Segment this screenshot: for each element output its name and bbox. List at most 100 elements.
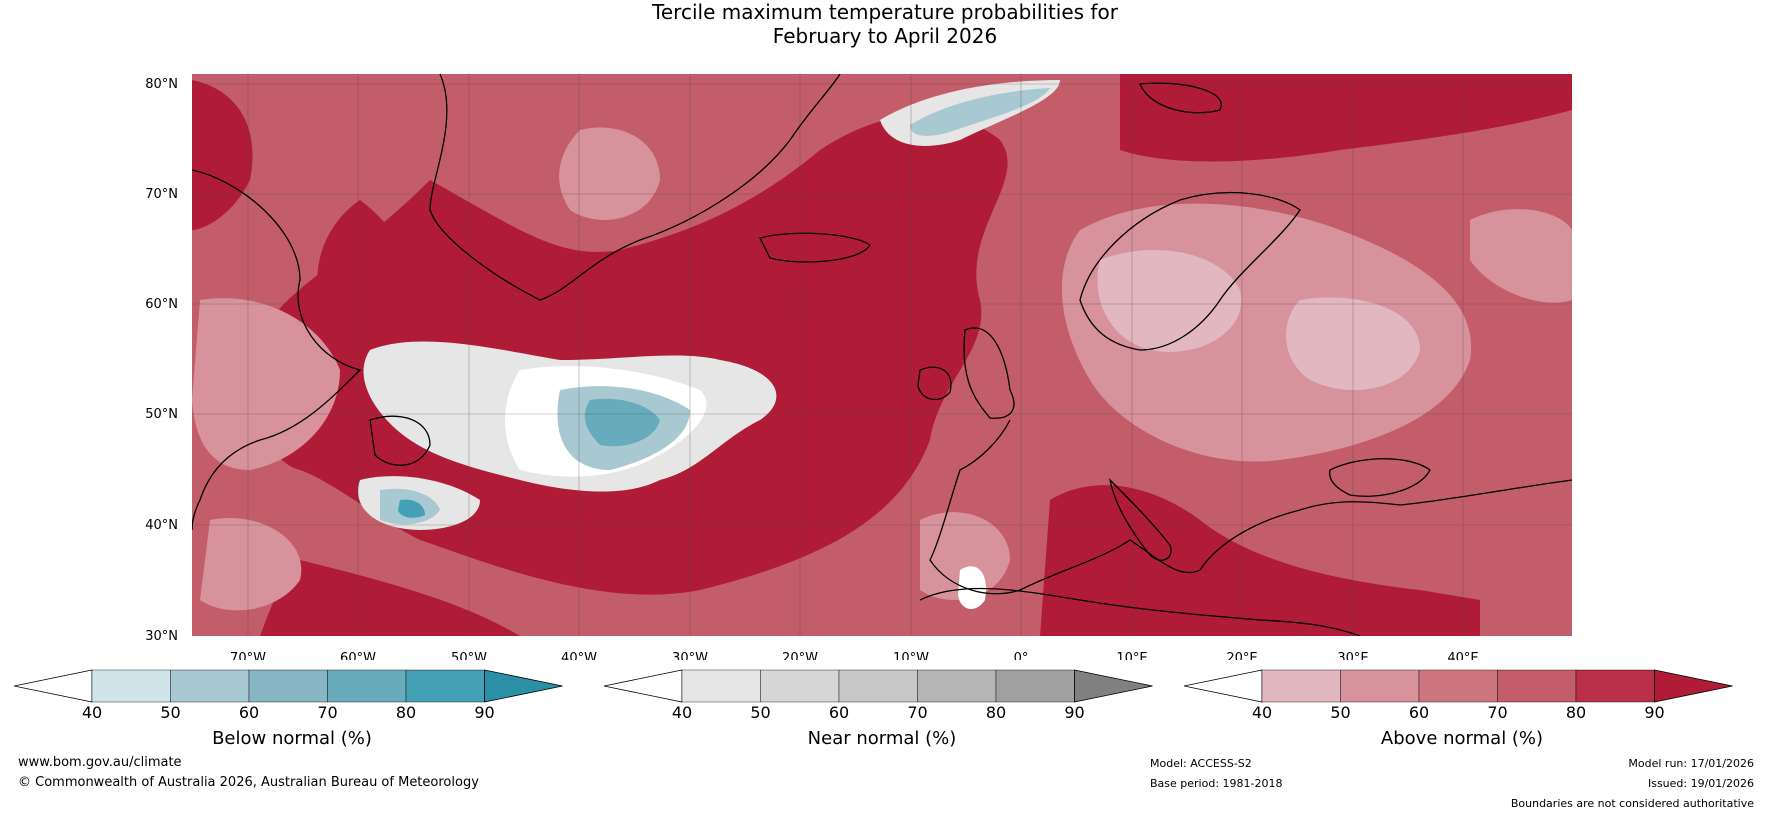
colorbar-near-title: Near normal (%) xyxy=(807,728,957,749)
colorbar-segment xyxy=(1340,669,1420,703)
title-line-2: February to April 2026 xyxy=(772,24,998,48)
colorbar-segment xyxy=(91,669,171,703)
colorbar-tick-label: 60 xyxy=(829,703,849,722)
website-link[interactable]: www.bom.gov.au/climate xyxy=(18,755,182,770)
lon-label: 20°E xyxy=(1226,651,1257,660)
below-normal-region xyxy=(584,398,660,447)
pink-region xyxy=(1470,209,1572,303)
below-normal-region xyxy=(910,88,1050,136)
colorbar-tick-label: 80 xyxy=(986,703,1006,722)
colorbar-segment xyxy=(1575,669,1655,703)
colorbar-segment xyxy=(1497,669,1577,703)
model-text: Model: ACCESS-S2 xyxy=(1150,757,1252,770)
north-america-coast xyxy=(192,169,362,531)
lon-label: 30°W xyxy=(672,651,708,660)
colorbar-segment xyxy=(760,669,840,703)
colorbar-tick-label: 60 xyxy=(239,703,259,722)
ireland-coast xyxy=(917,366,952,401)
model-run-text: Model run: 17/01/2026 xyxy=(1628,757,1754,770)
dark-red-region xyxy=(317,200,413,335)
base-period-text: Base period: 1981-2018 xyxy=(1150,777,1283,790)
lat-label: 40°N xyxy=(145,518,178,533)
colorbar-tick-label: 70 xyxy=(1487,703,1507,722)
pink-region xyxy=(192,298,340,470)
greenland-coast xyxy=(429,74,841,301)
lon-label: 40°E xyxy=(1447,651,1478,660)
title-line-1: Tercile maximum temperature probabilitie… xyxy=(652,0,1118,24)
europe-coast xyxy=(929,419,1572,595)
africa-coast xyxy=(919,587,1361,636)
white-region xyxy=(958,566,986,610)
lon-label: 40°W xyxy=(561,651,597,660)
colorbar-extend-low xyxy=(14,669,93,703)
colorbar-segment xyxy=(1418,669,1498,703)
colorbar-segment xyxy=(248,669,328,703)
lon-label: 10°W xyxy=(893,651,929,660)
pink-region xyxy=(559,127,660,220)
newfoundland-coast xyxy=(369,415,431,466)
colorbar-tick-label: 50 xyxy=(1330,703,1350,722)
dark-red-region xyxy=(192,80,253,230)
light-pink-region xyxy=(1097,250,1242,352)
lon-label: 10°E xyxy=(1116,651,1147,660)
colorbar-near-normal: 40 50 60 70 80 90 xyxy=(604,669,1153,722)
colorbar-segment xyxy=(917,669,997,703)
colorbar-tick-label: 70 xyxy=(317,703,337,722)
colorbar-tick-label: 90 xyxy=(474,703,494,722)
copyright-text: © Commonwealth of Australia 2026, Austra… xyxy=(18,775,479,790)
iceland-coast xyxy=(759,232,871,263)
lat-label: 70°N xyxy=(145,187,178,202)
lon-label: 0° xyxy=(1014,651,1029,660)
colorbar-extend-high xyxy=(1074,669,1153,703)
pink-region xyxy=(920,512,1010,600)
svalbard-coast xyxy=(1139,82,1222,114)
colorbar-extend-low xyxy=(604,669,683,703)
colorbar-extend-high xyxy=(484,669,563,703)
colorbar-above-normal: 40 50 60 70 80 90 xyxy=(1184,669,1733,722)
lon-label: 60°W xyxy=(340,651,376,660)
probability-map: 80°N 70°N 60°N 50°N 40°N 30°N 70°W 60°W … xyxy=(145,74,1572,660)
colorbar-tick-label: 60 xyxy=(1409,703,1429,722)
colorbar-segment xyxy=(995,669,1075,703)
lon-label: 50°W xyxy=(451,651,487,660)
colorbar-extend-high xyxy=(1654,669,1733,703)
lon-label: 30°E xyxy=(1337,651,1368,660)
colorbar-segment xyxy=(405,669,485,703)
lon-label: 70°W xyxy=(230,651,266,660)
colorbar-tick-label: 90 xyxy=(1644,703,1664,722)
colorbar-tick-label: 50 xyxy=(750,703,770,722)
gridlines xyxy=(192,74,1572,636)
lat-label: 60°N xyxy=(145,297,178,312)
colorbar-tick-label: 80 xyxy=(1566,703,1586,722)
colorbar-segment xyxy=(1261,669,1341,703)
lat-label: 80°N xyxy=(145,77,178,92)
colorbar-segment xyxy=(327,669,407,703)
map-title: Tercile maximum temperature probabilitie… xyxy=(0,0,1770,48)
map-fill xyxy=(192,74,1572,636)
colorbar-tick-label: 80 xyxy=(396,703,416,722)
black-sea-coast xyxy=(1329,458,1431,497)
lon-label: 20°W xyxy=(782,651,818,660)
coastlines xyxy=(192,74,1572,636)
dark-red-region xyxy=(255,114,1008,595)
colorbar-tick-label: 90 xyxy=(1064,703,1084,722)
colorbar-tick-label: 40 xyxy=(1252,703,1272,722)
italy-coast xyxy=(1108,478,1172,561)
lat-labels: 80°N 70°N 60°N 50°N 40°N 30°N xyxy=(145,77,178,644)
issued-text: Issued: 19/01/2026 xyxy=(1647,777,1754,790)
colorbar-tick-label: 70 xyxy=(907,703,927,722)
pink-region xyxy=(200,518,302,611)
dark-red-region xyxy=(260,560,520,636)
britain-coast xyxy=(963,327,1015,419)
lon-labels: 70°W 60°W 50°W 40°W 30°W 20°W 10°W 0° 10… xyxy=(230,651,1479,660)
colorbar-above-title: Above normal (%) xyxy=(1380,728,1544,749)
colorbar-segment xyxy=(838,669,918,703)
colorbar-tick-label: 50 xyxy=(160,703,180,722)
disclaimer-text: Boundaries are not considered authoritat… xyxy=(1510,797,1754,810)
colorbar-tick-label: 40 xyxy=(672,703,692,722)
dark-red-region xyxy=(1040,485,1480,636)
colorbar-tick-label: 40 xyxy=(82,703,102,722)
colorbar-below-normal: 40 50 60 70 80 90 xyxy=(14,669,563,722)
scandinavia-coast xyxy=(1079,191,1301,351)
colorbar-segment xyxy=(681,669,761,703)
